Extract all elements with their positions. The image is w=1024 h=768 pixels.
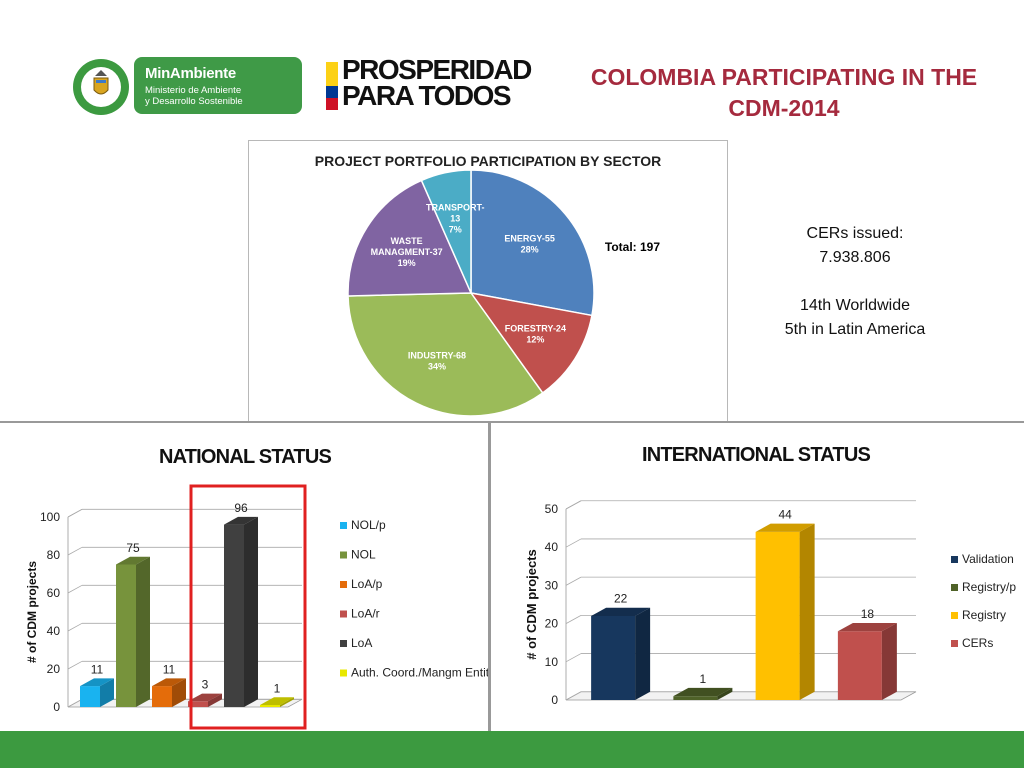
y-tick-label: 0 — [551, 693, 558, 707]
y-tick-label: 20 — [47, 662, 61, 676]
latam-rank: 5th in Latin America — [784, 321, 926, 338]
ministry-subtitle: Ministerio de Ambiente y Desarrollo Sost… — [145, 85, 243, 107]
bar-value-label: 1 — [700, 672, 707, 686]
prosperidad-logo: PROSPERIDAD PARA TODOS — [342, 54, 537, 111]
worldwide-rank: 14th Worldwide — [800, 297, 910, 314]
pie-slice-transport — [420, 169, 472, 294]
legend-swatch — [340, 640, 347, 647]
pie-chart-title: PROJECT PORTFOLIO PARTICIPATION BY SECTO… — [315, 153, 661, 169]
y-tick-label: 100 — [40, 510, 60, 524]
bar-cers — [837, 622, 897, 700]
legend-swatch — [340, 581, 347, 588]
legend-entry: Auth. Coord./Mangm Entity — [351, 666, 488, 680]
bar-value-label: 1 — [274, 681, 281, 695]
page-title: COLOMBIA PARTICIPATING IN THE CDM-2014 — [560, 62, 1008, 124]
y-tick-label: 50 — [545, 502, 559, 516]
cers-issued-label: CERs issued: — [806, 225, 904, 242]
sector-pie-chart: PROJECT PORTFOLIO PARTICIPATION BY SECTO… — [315, 153, 661, 417]
cers-issued-value: 7.938.806 — [819, 249, 891, 266]
y-axis-label: # of CDM projects — [25, 561, 39, 663]
international-status-chart: INTERNATIONAL STATUS 0 10 20 30 40 50 # of CDM … — [524, 444, 1016, 707]
national-status-chart: NATIONAL STATUS 0 20 40 60 80 100 # of CDM proj… — [25, 446, 495, 730]
colombia-seal-logo — [72, 58, 130, 116]
legend-swatch — [951, 612, 958, 619]
bar-value-label: 96 — [234, 501, 248, 515]
y-tick-label: 30 — [545, 578, 559, 592]
title-line-1: COLOMBIA PARTICIPATING IN THE — [590, 64, 978, 90]
pie-slice-forestry — [469, 291, 593, 395]
legend-swatch — [951, 584, 958, 591]
bar-value-label: 11 — [163, 662, 176, 676]
bar-nol — [116, 556, 150, 707]
pie-total-annotation: Total: 197 — [605, 240, 660, 254]
y-tick-label: 10 — [545, 655, 559, 669]
bar-loa-p — [152, 678, 186, 707]
footer-green-band — [0, 731, 1024, 768]
legend-swatch — [340, 610, 347, 618]
pie-label-waste-managment: WASTE MANAGMENT-37 19% — [371, 236, 443, 268]
highlight-box — [189, 484, 307, 730]
bar-registry — [755, 523, 815, 700]
y-tick-label: 0 — [53, 700, 60, 714]
ministry-sub-1: Ministerio de Ambiente — [145, 85, 242, 96]
bar-loa — [224, 516, 258, 707]
legend-entry: Registry/p — [962, 580, 1016, 594]
bar-loa-r — [188, 693, 222, 707]
legend-entry: Validation — [962, 552, 1014, 566]
legend-entry: NOL/p — [351, 518, 386, 532]
legend-swatch — [340, 669, 347, 677]
pie-label-forestry: FORESTRY-24 12% — [505, 323, 566, 344]
chart-title: INTERNATIONAL STATUS — [642, 444, 871, 466]
ministry-name: MinAmbiente — [145, 65, 236, 82]
pie-slice-waste-managment — [347, 179, 473, 297]
minambiente-logo: MinAmbiente Ministerio de Ambiente y Des… — [134, 57, 302, 114]
legend-entry: NOL — [351, 548, 376, 562]
legend-entry: Registry — [962, 608, 1006, 622]
legend-entry: LoA — [351, 636, 372, 650]
pie-slice-energy — [470, 169, 595, 317]
legend-swatch — [340, 522, 347, 529]
legend-entry: LoA/r — [351, 607, 380, 621]
ministry-sub-2: y Desarrollo Sostenible — [145, 96, 243, 107]
bar-registry-p — [673, 687, 733, 700]
legend-entry: LoA/p — [351, 577, 383, 591]
chart-title: NATIONAL STATUS — [159, 446, 332, 468]
bar-value-label: 11 — [91, 662, 104, 676]
pie-label-industry: INDUSTRY-68 34% — [408, 351, 466, 372]
slogan-line-2: PARA TODOS — [342, 80, 512, 111]
pie-label-energy: ENERGY-55 28% — [504, 234, 555, 255]
y-tick-label: 40 — [47, 624, 61, 638]
y-tick-label: 60 — [47, 586, 61, 600]
legend-entry: CERs — [962, 636, 993, 650]
sector-pie-chart-panel: PROJECT PORTFOLIO PARTICIPATION BY SECTO… — [248, 140, 728, 423]
bar-value-label: 18 — [861, 607, 875, 621]
legend-swatch — [340, 551, 347, 559]
legend-swatch — [951, 556, 958, 563]
international-status-panel: INTERNATIONAL STATUS 0 10 20 30 40 50 # of CDM … — [489, 421, 1024, 735]
legend-swatch — [951, 640, 958, 647]
y-tick-label: 20 — [545, 617, 559, 631]
y-tick-label: 40 — [545, 540, 559, 554]
bar-nol-p — [80, 678, 114, 707]
bar-auth-coord-mangm-entity — [260, 697, 294, 707]
y-axis-label: # of CDM projects — [524, 549, 539, 660]
bar-value-label: 75 — [126, 541, 140, 555]
y-tick-label: 80 — [47, 548, 61, 562]
national-status-panel: NATIONAL STATUS 0 20 40 60 80 100 # of CDM proj… — [0, 421, 495, 737]
slogan-line-1: PROSPERIDAD — [342, 54, 532, 85]
bar-value-label: 22 — [614, 592, 628, 606]
bar-validation — [591, 607, 651, 700]
bar-value-label: 44 — [778, 508, 792, 522]
title-line-2: CDM-2014 — [728, 95, 840, 121]
colombia-flag-icon — [326, 62, 338, 110]
cers-summary: CERs issued: 7.938.806 14th Worldwide 5t… — [760, 222, 950, 342]
pie-label-transport: TRANSPORT-13 7% — [426, 202, 485, 234]
pie-slice-industry — [347, 292, 544, 417]
bar-value-label: 3 — [202, 678, 209, 692]
